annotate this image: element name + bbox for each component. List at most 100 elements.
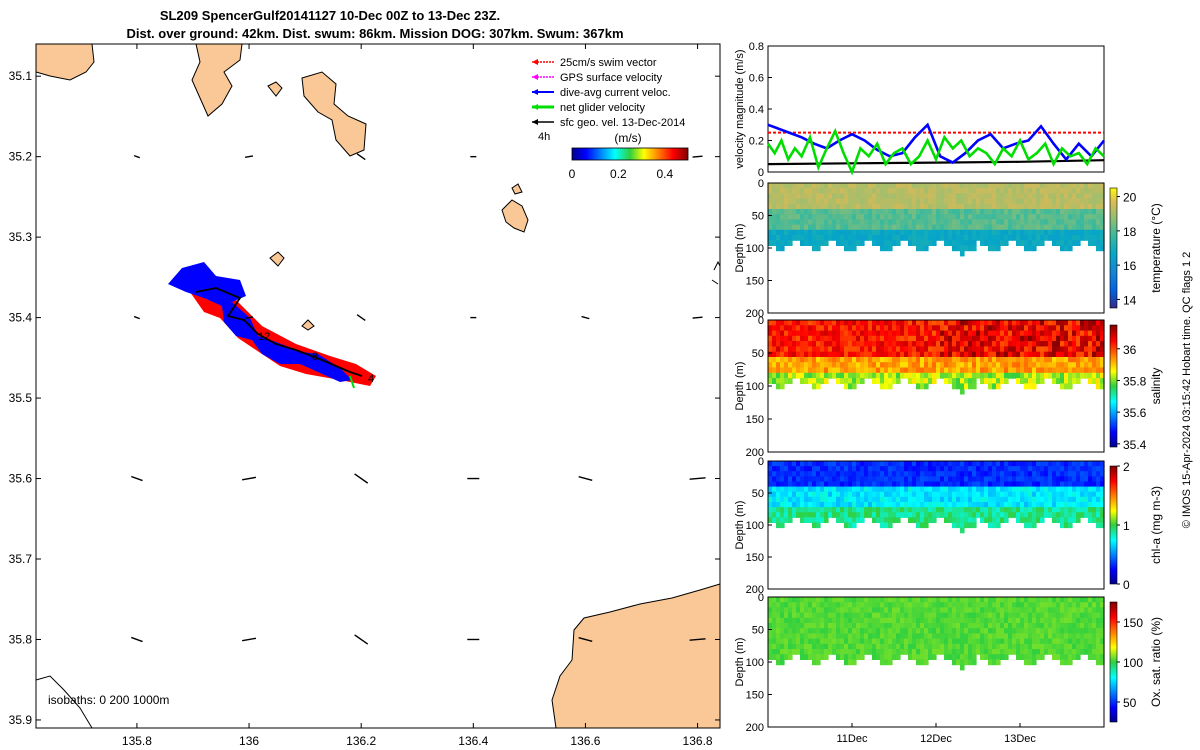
section-cell bbox=[924, 219, 929, 226]
section-cell bbox=[972, 522, 977, 529]
section-cell bbox=[1024, 198, 1029, 205]
section-cell bbox=[780, 214, 785, 220]
section-cell bbox=[920, 188, 925, 194]
section-cell bbox=[1048, 362, 1053, 369]
section-cell bbox=[804, 481, 809, 488]
section-cell bbox=[832, 357, 837, 363]
section-cell bbox=[1056, 638, 1061, 645]
section-cell bbox=[896, 378, 901, 384]
section-cell bbox=[856, 481, 861, 488]
section-cell bbox=[860, 229, 865, 236]
section-cell bbox=[1036, 362, 1041, 369]
section-ytick-label: 200 bbox=[746, 447, 764, 459]
section-cell bbox=[892, 512, 897, 518]
section-cell bbox=[884, 471, 889, 477]
section-cell bbox=[944, 335, 949, 342]
section-cell bbox=[1032, 602, 1037, 608]
section-cell bbox=[808, 643, 813, 650]
section-cell bbox=[892, 517, 897, 523]
section-cell bbox=[880, 357, 885, 363]
section-cell bbox=[884, 362, 889, 369]
section-cell bbox=[908, 638, 913, 645]
section-cell bbox=[864, 183, 869, 189]
section-cell bbox=[980, 512, 985, 518]
section-cell bbox=[784, 341, 789, 347]
section-cell bbox=[1040, 193, 1045, 200]
section-cell bbox=[924, 628, 929, 634]
section-cell bbox=[1048, 491, 1053, 498]
section-cell bbox=[840, 486, 845, 493]
section-cell bbox=[960, 512, 965, 518]
section-cell bbox=[920, 214, 925, 220]
section-cell bbox=[988, 240, 993, 246]
section-cell bbox=[796, 476, 801, 483]
section-cell bbox=[1064, 193, 1069, 200]
section-cell bbox=[920, 643, 925, 650]
section-cell bbox=[848, 188, 853, 194]
section-cell bbox=[984, 612, 989, 619]
section-cell bbox=[1032, 502, 1037, 508]
section-cell bbox=[932, 617, 937, 624]
section-cell bbox=[1100, 367, 1105, 374]
section-cell bbox=[1052, 502, 1057, 508]
section-cell bbox=[1056, 335, 1061, 342]
section-cell bbox=[836, 188, 841, 194]
section-cell bbox=[940, 638, 945, 645]
section-cell bbox=[1092, 341, 1097, 347]
section-cell bbox=[844, 602, 849, 608]
section-cell bbox=[1092, 461, 1097, 467]
section-cell bbox=[1056, 235, 1061, 241]
section-cell bbox=[816, 607, 821, 614]
section-cell bbox=[1076, 219, 1081, 226]
section-cell bbox=[1052, 643, 1057, 650]
section-cell bbox=[800, 219, 805, 226]
section-cell bbox=[1056, 341, 1061, 347]
section-cell bbox=[828, 607, 833, 614]
section-cell bbox=[800, 209, 805, 215]
section-cell bbox=[944, 341, 949, 347]
section-cell bbox=[1100, 235, 1105, 241]
section-cell bbox=[968, 362, 973, 369]
section-cell bbox=[840, 346, 845, 353]
section-cell bbox=[1024, 517, 1029, 523]
section-cell bbox=[880, 367, 885, 374]
section-cell bbox=[792, 214, 797, 220]
section-cell bbox=[824, 224, 829, 231]
section-cell bbox=[1096, 229, 1101, 236]
section-cell bbox=[992, 383, 997, 390]
section-cell bbox=[1072, 362, 1077, 369]
section-cell bbox=[908, 188, 913, 194]
section-cell bbox=[800, 496, 805, 503]
section-cell bbox=[1064, 214, 1069, 220]
section-cell bbox=[936, 471, 941, 477]
section-cell bbox=[876, 476, 881, 483]
section-cell bbox=[976, 214, 981, 220]
section-cell bbox=[1092, 638, 1097, 645]
section-cell bbox=[792, 372, 797, 379]
section-cell bbox=[1068, 203, 1073, 210]
section-cell bbox=[888, 476, 893, 483]
section-cell bbox=[976, 612, 981, 619]
section-cell bbox=[968, 517, 973, 523]
section-cell bbox=[984, 341, 989, 347]
section-cell bbox=[816, 335, 821, 342]
section-cell bbox=[816, 245, 821, 252]
section-cell bbox=[1084, 617, 1089, 624]
section-cell bbox=[776, 183, 781, 189]
section-cell bbox=[900, 346, 905, 353]
section-cell bbox=[856, 654, 861, 660]
geo-arrow bbox=[131, 636, 143, 643]
section-cell bbox=[1048, 357, 1053, 363]
section-cell bbox=[792, 362, 797, 369]
section-cell bbox=[956, 466, 961, 472]
section-cell bbox=[996, 224, 1001, 231]
section-cell bbox=[1040, 335, 1045, 342]
section-cell bbox=[872, 325, 877, 332]
section-cell bbox=[944, 654, 949, 660]
section-cell bbox=[932, 476, 937, 483]
section-cell bbox=[776, 335, 781, 342]
section-cell bbox=[876, 502, 881, 508]
section-cell bbox=[992, 602, 997, 608]
section-cell bbox=[1040, 372, 1045, 379]
section-cell bbox=[852, 341, 857, 347]
